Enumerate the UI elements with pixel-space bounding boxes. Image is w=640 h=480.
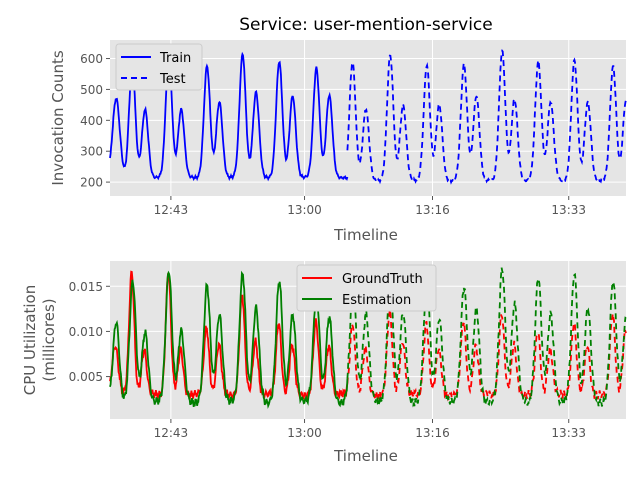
x-tick-label: 13:16: [415, 203, 450, 217]
invocation-y-axis-label: Invocation Counts: [49, 50, 67, 185]
x-tick-label: 13:16: [415, 426, 450, 440]
legend-label-test: Test: [159, 72, 186, 87]
y-tick-label: 0.005: [69, 370, 103, 384]
invocation-legend: Train Test: [115, 43, 203, 91]
cpu-chart: 0.005 0.010 0.015 12:43 13:00 13:16 13:33 Tim…: [21, 261, 627, 465]
y-tick-label: 0.015: [69, 280, 103, 294]
cpu-y-ticks: 0.005 0.010 0.015: [69, 280, 110, 384]
series-line-train: [109, 51, 349, 182]
y-tick-label: 400: [80, 114, 103, 128]
legend-label-groundtruth: GroundTruth: [342, 272, 423, 287]
y-tick-label: 500: [80, 83, 103, 97]
y-tick-label: 300: [80, 145, 103, 159]
series-line-estimation-dashed: [346, 267, 627, 408]
invocation-y-ticks: 200 300 400 500 600: [80, 52, 110, 190]
invocation-chart: 200 300 400 500 600 12:43 13:00 13:16 13:33 Tim…: [49, 40, 627, 244]
cpu-y-axis-label-group: CPU Utilization (millicores): [21, 285, 58, 395]
cpu-x-ticks: 12:43 13:00 13:16 13:33: [154, 419, 586, 440]
series-line-test: [346, 49, 627, 185]
invocation-x-ticks: 12:43 13:00 13:16 13:33: [154, 196, 586, 217]
cpu-lines: [109, 267, 627, 409]
x-tick-label: 13:00: [287, 203, 322, 217]
chart-title: Service: user-mention-service: [239, 15, 492, 35]
cpu-x-axis-label: Timeline: [333, 447, 398, 465]
legend-label-estimation: Estimation: [342, 293, 411, 308]
invocation-x-axis-label: Timeline: [333, 226, 398, 244]
x-tick-label: 13:33: [551, 426, 586, 440]
cpu-y-axis-label-line2: (millicores): [40, 298, 58, 381]
x-tick-label: 12:43: [154, 426, 189, 440]
cpu-y-axis-label-line1: CPU Utilization: [21, 285, 39, 395]
invocation-legend-box: [115, 43, 203, 91]
x-tick-label: 13:00: [287, 426, 322, 440]
y-tick-label: 0.010: [69, 325, 103, 339]
x-tick-label: 12:43: [154, 203, 189, 217]
y-tick-label: 600: [80, 52, 103, 66]
series-line-estimation-solid: [109, 270, 349, 409]
invocation-lines: [109, 49, 627, 185]
x-tick-label: 13:33: [551, 203, 586, 217]
cpu-legend: GroundTruth Estimation: [296, 264, 437, 312]
y-tick-label: 200: [80, 176, 103, 190]
series-line-groundtruth-dashed: [346, 309, 627, 402]
legend-label-train: Train: [159, 51, 191, 66]
